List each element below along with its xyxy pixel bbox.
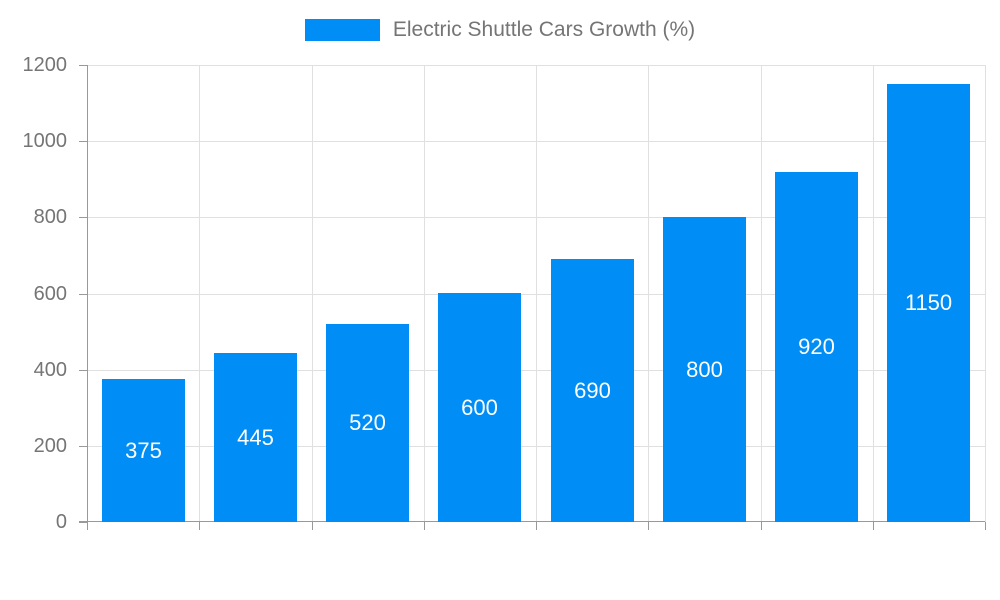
x-axis-line: [79, 521, 985, 522]
legend-label[interactable]: Electric Shuttle Cars Growth (%): [392, 18, 696, 41]
x-axis-tick: [648, 522, 649, 530]
bar[interactable]: 520: [326, 324, 409, 522]
bar-value-label: 920: [798, 334, 835, 359]
plot-area: 0200400600800100012003752025-20264452026…: [23, 55, 986, 532]
bar[interactable]: 600: [438, 293, 521, 522]
y-axis-tick-label: 600: [33, 282, 67, 305]
x-gridline: [536, 65, 537, 522]
x-gridline: [312, 65, 313, 522]
legend: Electric Shuttle Cars Growth (%): [0, 18, 1000, 42]
bar-value-label: 690: [574, 377, 611, 403]
bar-value-label: 1150: [904, 290, 953, 315]
y-axis-tick-label: 200: [33, 434, 67, 457]
y-axis-tick-label: 1200: [22, 54, 68, 76]
y-axis-tick: [79, 217, 87, 219]
x-gridline: [424, 65, 425, 522]
y-axis-tick: [79, 293, 87, 295]
x-axis-tick: [761, 522, 762, 530]
x-gridline: [761, 65, 762, 522]
bar[interactable]: 375: [102, 379, 185, 522]
bar-value-label: 800: [686, 356, 723, 382]
legend-swatch[interactable]: [304, 19, 380, 41]
x-gridline: [199, 65, 200, 522]
y-axis-tick-label: 1000: [22, 130, 68, 153]
x-gridline: [648, 65, 649, 522]
x-gridline: [873, 65, 874, 522]
x-axis-tick: [199, 522, 200, 530]
y-axis-tick: [79, 65, 87, 66]
x-axis-tick: [536, 522, 537, 530]
y-axis-tick: [79, 522, 87, 523]
y-axis-tick: [79, 141, 87, 143]
y-axis-tick-label: 800: [33, 206, 67, 229]
x-axis-tick: [873, 522, 874, 530]
bar[interactable]: 1150: [887, 84, 970, 522]
bar[interactable]: 690: [551, 259, 634, 522]
y-axis-tick-label: 0: [55, 511, 67, 533]
y-axis-line: [87, 65, 88, 530]
x-axis-tick: [312, 522, 313, 530]
bar[interactable]: 800: [663, 217, 746, 522]
bar[interactable]: 445: [214, 353, 297, 522]
bar-value-label: 600: [461, 394, 498, 420]
x-axis-tick: [985, 522, 986, 530]
y-axis-tick: [79, 445, 87, 447]
bar[interactable]: 920: [775, 172, 858, 522]
y-axis-tick: [79, 369, 87, 371]
x-axis-tick: [424, 522, 425, 530]
bar-value-label: 375: [125, 437, 162, 463]
x-gridline: [985, 65, 986, 522]
bar-value-label: 520: [349, 410, 386, 435]
bar-value-label: 445: [237, 424, 274, 450]
y-axis-tick-label: 400: [33, 358, 67, 381]
